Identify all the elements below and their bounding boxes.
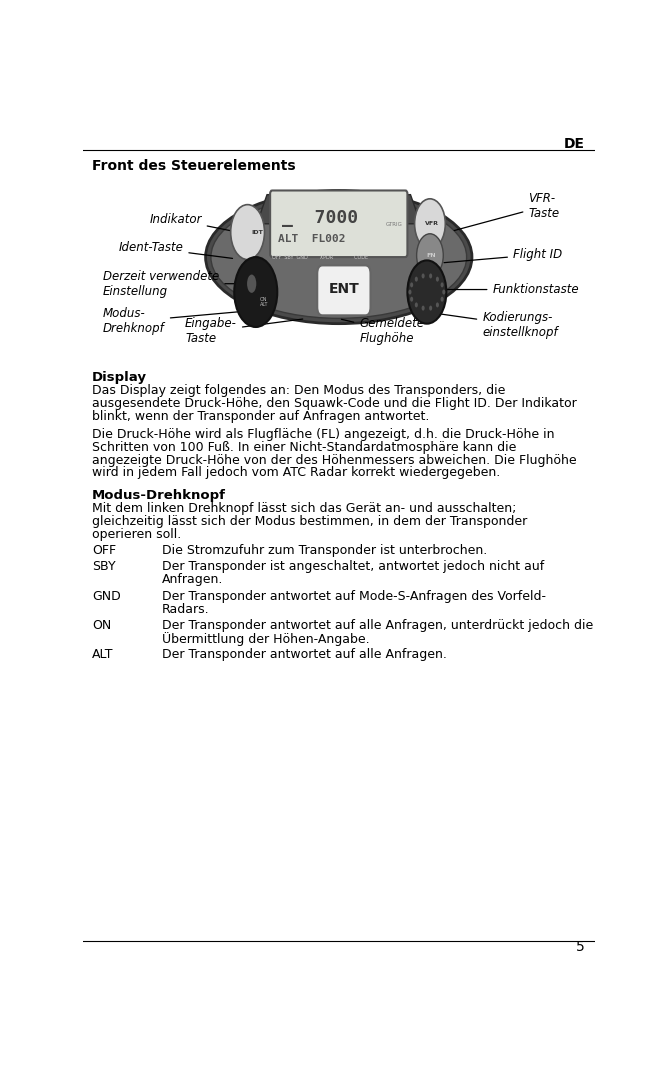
Text: DE: DE (564, 137, 584, 151)
Ellipse shape (293, 193, 385, 221)
Text: ON: ON (92, 618, 111, 631)
Text: GND: GND (92, 589, 120, 602)
Circle shape (415, 277, 418, 282)
Text: Indikator: Indikator (149, 213, 252, 235)
Circle shape (231, 204, 264, 259)
Text: TRIG: TRIG (325, 202, 352, 212)
Circle shape (441, 296, 444, 302)
Ellipse shape (211, 196, 467, 318)
Circle shape (415, 303, 418, 307)
FancyBboxPatch shape (270, 190, 407, 257)
Text: GTRIG: GTRIG (386, 222, 403, 227)
Circle shape (422, 306, 424, 310)
Text: ALT: ALT (92, 648, 113, 660)
Text: Die Stromzufuhr zum Transponder ist unterbrochen.: Die Stromzufuhr zum Transponder ist unte… (162, 544, 487, 557)
Ellipse shape (206, 190, 472, 323)
Text: Funktionstaste: Funktionstaste (444, 283, 579, 296)
Text: Übermittlung der Höhen-Angabe.: Übermittlung der Höhen-Angabe. (162, 631, 369, 645)
Text: Radars.: Radars. (162, 602, 210, 615)
Text: Der Transponder antwortet auf alle Anfragen, unterdrückt jedoch die: Der Transponder antwortet auf alle Anfra… (162, 618, 594, 631)
Circle shape (410, 282, 413, 288)
Text: Anfragen.: Anfragen. (162, 573, 223, 586)
Text: Der Transponder antwortet auf Mode-S-Anfragen des Vorfeld-: Der Transponder antwortet auf Mode-S-Anf… (162, 589, 546, 602)
Circle shape (436, 303, 439, 307)
Text: IDT: IDT (252, 229, 264, 235)
Text: gleichzeitig lässt sich der Modus bestimmen, in dem der Transponder: gleichzeitig lässt sich der Modus bestim… (92, 516, 527, 529)
Text: Display: Display (92, 371, 147, 384)
Text: SBY: SBY (92, 560, 116, 574)
Ellipse shape (247, 275, 256, 293)
Text: Das Display zeigt folgendes an: Den Modus des Transponders, die: Das Display zeigt folgendes an: Den Modu… (92, 384, 505, 397)
Circle shape (408, 290, 412, 294)
Text: wird in jedem Fall jedoch vom ATC Radar korrekt wiedergegeben.: wird in jedem Fall jedoch vom ATC Radar … (92, 466, 500, 479)
Text: Ident-Taste: Ident-Taste (118, 241, 233, 258)
Text: operieren soll.: operieren soll. (92, 528, 181, 540)
Text: ausgesendete Druck-Höhe, den Squawk-Code und die Flight ID. Der Indikator: ausgesendete Druck-Höhe, den Squawk-Code… (92, 397, 576, 410)
Text: VFR: VFR (425, 222, 439, 226)
Text: OFF: OFF (92, 544, 116, 557)
Text: Der Transponder antwortet auf alle Anfragen.: Der Transponder antwortet auf alle Anfra… (162, 648, 447, 660)
Text: Eingabe-
Taste: Eingabe- Taste (185, 317, 303, 345)
Text: ON
ALT: ON ALT (260, 296, 268, 307)
Circle shape (414, 199, 446, 249)
Circle shape (416, 233, 444, 277)
Text: Flight ID: Flight ID (444, 248, 562, 263)
Text: blinkt, wenn der Transponder auf Anfragen antwortet.: blinkt, wenn der Transponder auf Anfrage… (92, 410, 429, 423)
Circle shape (429, 273, 432, 279)
Text: Gemeldete
Flughöhe: Gemeldete Flughöhe (342, 317, 424, 345)
Text: _  7000: _ 7000 (282, 209, 358, 227)
Text: Front des Steuerelements: Front des Steuerelements (92, 159, 295, 173)
Text: Modus-
Drehknopf: Modus- Drehknopf (103, 307, 243, 335)
Text: ENT: ENT (329, 282, 360, 296)
Text: OFF  SBY  GND        XPDR              CODE: OFF SBY GND XPDR CODE (272, 255, 368, 259)
FancyBboxPatch shape (317, 266, 371, 316)
Circle shape (436, 277, 439, 282)
Text: VFR-
Taste: VFR- Taste (454, 192, 559, 230)
Text: Mit dem linken Drehknopf lässt sich das Gerät an- und ausschalten;: Mit dem linken Drehknopf lässt sich das … (92, 503, 516, 516)
Circle shape (429, 306, 432, 310)
Circle shape (442, 290, 446, 294)
Text: angezeigte Druck-Höhe von der des Höhenmessers abweichen. Die Flughöhe: angezeigte Druck-Höhe von der des Höhenm… (92, 454, 576, 467)
Polygon shape (256, 195, 420, 224)
Text: Der Transponder ist angeschaltet, antwortet jedoch nicht auf: Der Transponder ist angeschaltet, antwor… (162, 560, 544, 574)
Circle shape (407, 261, 446, 323)
Circle shape (441, 282, 444, 288)
Text: Squawk: Squawk (316, 193, 362, 216)
Text: Die Druck-Höhe wird als Flugfläche (FL) angezeigt, d.h. die Druck-Höhe in: Die Druck-Höhe wird als Flugfläche (FL) … (92, 428, 555, 441)
Circle shape (422, 273, 424, 279)
Text: Schritten von 100 Fuß. In einer Nicht-Standardatmosphäre kann die: Schritten von 100 Fuß. In einer Nicht-St… (92, 441, 516, 454)
Circle shape (410, 296, 413, 302)
Text: Derzeit verwendete
Einstellung: Derzeit verwendete Einstellung (103, 269, 239, 297)
Text: 5: 5 (576, 940, 584, 955)
Text: Modus-Drehknopf: Modus-Drehknopf (92, 490, 226, 503)
Text: ALT  FL002: ALT FL002 (278, 233, 346, 244)
Circle shape (234, 257, 278, 326)
Text: FN: FN (427, 253, 436, 258)
Text: Kodierungs-
einstellknopf: Kodierungs- einstellknopf (424, 311, 558, 339)
